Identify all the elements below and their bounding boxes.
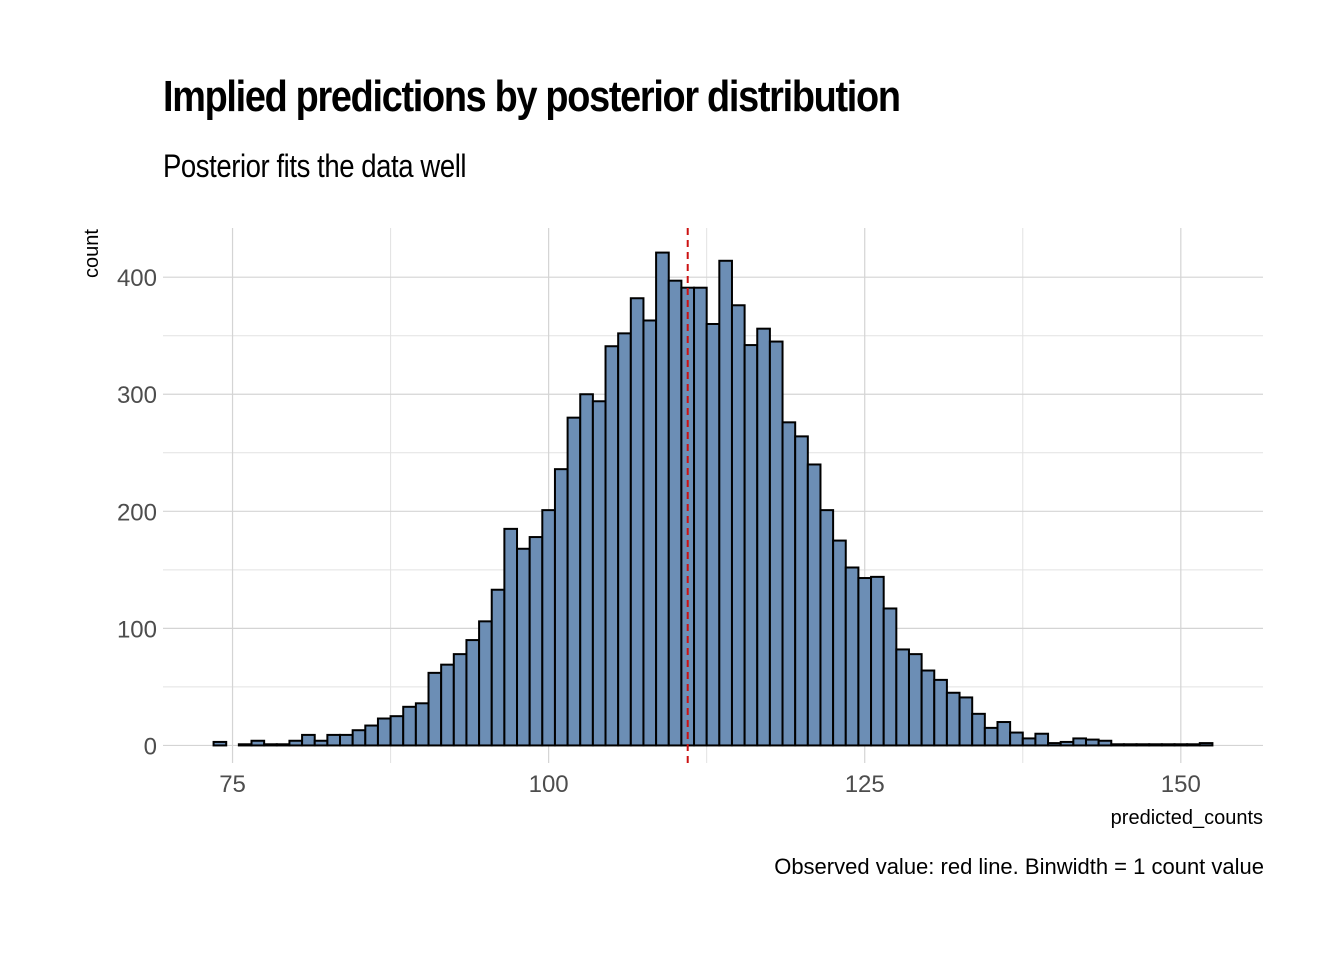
histogram-bar bbox=[920, 669, 936, 747]
y-tick-label: 100 bbox=[117, 616, 157, 643]
x-axis-ticks: 75 100 125 150 bbox=[219, 771, 1201, 798]
histogram-bar bbox=[364, 724, 379, 747]
histogram-bar bbox=[541, 509, 556, 747]
histogram-bar bbox=[1021, 737, 1037, 747]
histogram-bar bbox=[996, 721, 1012, 747]
histogram-bar bbox=[667, 279, 683, 747]
histogram-bar bbox=[642, 319, 658, 747]
histogram-bar bbox=[237, 743, 253, 747]
histogram-bar bbox=[832, 539, 847, 747]
histogram-bar bbox=[516, 547, 531, 747]
histogram-bar bbox=[414, 702, 430, 747]
histogram-bar bbox=[604, 345, 620, 747]
histogram-bar bbox=[1009, 731, 1024, 747]
histogram-bar bbox=[1135, 743, 1151, 747]
histogram-bar bbox=[895, 648, 910, 747]
histogram-bar bbox=[440, 663, 455, 747]
histogram-bar bbox=[1198, 742, 1214, 747]
histogram-bar bbox=[756, 327, 771, 747]
y-axis-label: count bbox=[81, 229, 103, 278]
histogram-bar bbox=[870, 575, 885, 747]
histogram-bar bbox=[389, 715, 405, 747]
histogram-bar bbox=[402, 705, 417, 747]
histogram-bar bbox=[288, 739, 304, 747]
histogram-bar bbox=[313, 739, 329, 747]
chart-title: Implied predictions by posterior distrib… bbox=[163, 72, 901, 121]
histogram-bar bbox=[857, 577, 873, 747]
histogram-bar bbox=[452, 653, 468, 747]
histogram-bar bbox=[339, 733, 354, 747]
histogram-bar bbox=[743, 344, 759, 747]
histogram-bar bbox=[971, 712, 986, 747]
histogram-bar bbox=[718, 259, 733, 747]
x-tick-label: 150 bbox=[1161, 771, 1201, 798]
histogram-bar bbox=[326, 733, 342, 747]
histogram-bar bbox=[958, 696, 974, 747]
y-tick-label: 300 bbox=[117, 382, 157, 409]
histogram-bar bbox=[655, 251, 670, 747]
y-tick-label: 400 bbox=[117, 265, 157, 292]
histogram-bar bbox=[1034, 732, 1050, 747]
histogram-bar bbox=[1047, 742, 1062, 747]
histogram-bar bbox=[844, 566, 860, 747]
histogram-bar bbox=[933, 678, 948, 747]
histogram-bar bbox=[693, 286, 708, 747]
histogram-bar bbox=[945, 691, 961, 747]
histogram-bar bbox=[705, 322, 721, 747]
histogram-bar bbox=[478, 620, 493, 747]
histogram-bar bbox=[1110, 743, 1125, 747]
chart-caption: Observed value: red line. Binwidth = 1 c… bbox=[774, 854, 1264, 879]
histogram-bar bbox=[503, 527, 519, 747]
histogram-bar bbox=[781, 421, 797, 747]
histogram-bar bbox=[301, 733, 316, 747]
histogram-bar bbox=[794, 435, 809, 747]
histogram-bar bbox=[629, 297, 645, 747]
histogram-bar bbox=[1186, 743, 1201, 747]
histogram-bar bbox=[1173, 743, 1189, 747]
histogram-bar bbox=[983, 726, 999, 747]
histogram-bar bbox=[1072, 737, 1087, 747]
histogram-bar bbox=[819, 509, 835, 747]
histogram-bar bbox=[882, 607, 898, 747]
histogram-bar bbox=[490, 588, 506, 747]
histogram-bar bbox=[528, 536, 544, 747]
histogram-bar bbox=[427, 671, 443, 747]
histogram-bars bbox=[212, 251, 1214, 747]
histogram-bar bbox=[907, 653, 923, 747]
histogram-bar bbox=[730, 304, 746, 747]
y-tick-label: 0 bbox=[144, 733, 157, 760]
histogram-bar bbox=[617, 332, 632, 747]
histogram-bar bbox=[591, 400, 607, 747]
x-tick-label: 75 bbox=[219, 771, 246, 798]
histogram-bar bbox=[250, 739, 266, 747]
histogram-bar bbox=[1122, 743, 1138, 747]
histogram-bar bbox=[566, 416, 582, 747]
histogram-bar bbox=[275, 743, 291, 747]
histogram-bar bbox=[1059, 740, 1075, 747]
histogram-bar bbox=[1160, 743, 1176, 747]
histogram-bar bbox=[212, 740, 228, 747]
histogram-bar bbox=[553, 468, 569, 747]
chart-subtitle: Posterior fits the data well bbox=[163, 148, 467, 184]
histogram-bar bbox=[768, 340, 784, 747]
x-tick-label: 100 bbox=[529, 771, 569, 798]
y-tick-label: 200 bbox=[117, 499, 157, 526]
x-tick-label: 125 bbox=[845, 771, 885, 798]
histogram-bar bbox=[806, 463, 822, 747]
histogram-bar bbox=[263, 743, 278, 747]
histogram-bar bbox=[376, 717, 392, 747]
x-axis-label: predicted_counts bbox=[1111, 807, 1263, 829]
histogram-bar bbox=[1084, 738, 1100, 747]
histogram-bar bbox=[465, 639, 481, 747]
histogram-bar bbox=[579, 393, 594, 747]
histogram-bar bbox=[1148, 743, 1163, 747]
histogram-bar bbox=[351, 729, 367, 747]
histogram-bar bbox=[1097, 739, 1113, 747]
y-axis-ticks: 0 100 200 300 400 bbox=[117, 265, 157, 760]
